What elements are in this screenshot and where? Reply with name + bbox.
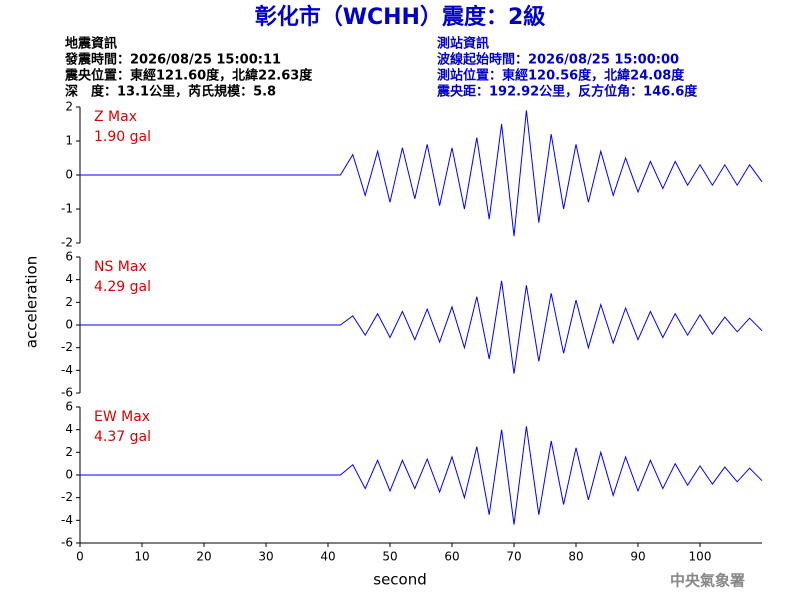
info-right: 測站資訊 (437, 36, 489, 52)
title: 彰化市（WCHH）震度：2級 (255, 4, 546, 30)
x-tick-label: 100 (689, 550, 712, 564)
y-tick-label: -6 (61, 536, 73, 550)
x-axis-label: second (373, 571, 427, 589)
x-tick-label: 50 (382, 550, 397, 564)
y-axis-label: acceleration (23, 256, 41, 348)
max-label: 4.37 gal (94, 429, 151, 445)
waveform (80, 280, 763, 374)
component-label: NS Max (94, 259, 147, 275)
y-tick-label: 6 (65, 400, 73, 414)
info-right: 波線起始時間：2026/08/25 15:00:00 (437, 52, 679, 68)
component-label: Z Max (94, 109, 137, 125)
x-tick-label: 10 (134, 550, 149, 564)
info-right: 測站位置：東經120.56度，北緯24.08度 (437, 68, 685, 84)
y-tick-label: 4 (65, 272, 73, 286)
y-tick-label: -2 (61, 340, 73, 354)
x-tick-label: 30 (258, 550, 273, 564)
x-tick-label: 90 (630, 550, 645, 564)
waveform (80, 110, 763, 237)
x-tick-label: 60 (444, 550, 459, 564)
info-right: 震央距：192.92公里，反方位角：146.6度 (436, 84, 698, 100)
y-tick-label: 0 (65, 168, 73, 182)
info-left: 發震時間：2026/08/25 15:00:11 (64, 52, 281, 68)
x-tick-label: 0 (76, 550, 84, 564)
info-left: 地震資訊 (65, 36, 117, 52)
y-tick-label: 4 (65, 422, 73, 436)
y-tick-label: -4 (61, 513, 73, 527)
y-tick-label: 2 (65, 445, 73, 459)
y-tick-label: 2 (65, 100, 73, 114)
max-label: 4.29 gal (94, 279, 151, 295)
y-tick-label: -2 (61, 490, 73, 504)
component-label: EW Max (94, 409, 150, 425)
footer: 中央氣象署 (670, 572, 745, 590)
y-tick-label: -2 (61, 236, 73, 250)
y-tick-label: 2 (65, 295, 73, 309)
info-left: 深 度：13.1公里，芮氏規模：5.8 (65, 84, 276, 100)
x-tick-label: 40 (320, 550, 335, 564)
y-tick-label: -4 (61, 363, 73, 377)
x-tick-label: 80 (568, 550, 583, 564)
y-tick-label: 6 (65, 250, 73, 264)
y-tick-label: -1 (61, 202, 73, 216)
max-label: 1.90 gal (94, 129, 151, 145)
y-tick-label: 0 (65, 468, 73, 482)
y-tick-label: -6 (61, 386, 73, 400)
y-tick-label: 1 (65, 134, 73, 148)
y-tick-label: 0 (65, 318, 73, 332)
waveform (80, 426, 763, 525)
info-left: 震央位置：東經121.60度，北緯22.63度 (64, 68, 313, 84)
x-tick-label: 20 (196, 550, 211, 564)
x-tick-label: 70 (506, 550, 521, 564)
